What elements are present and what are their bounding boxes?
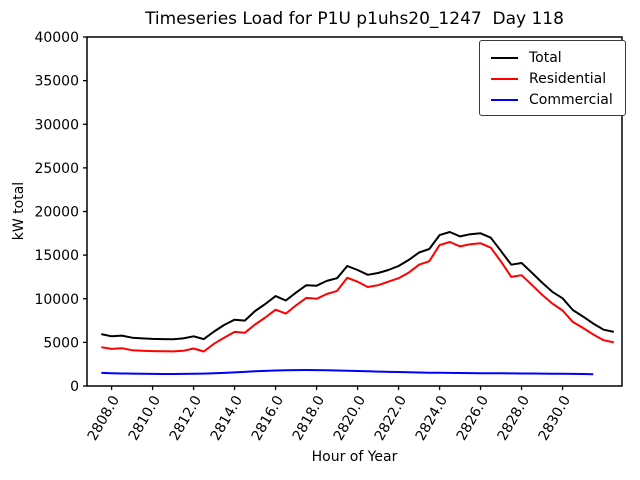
residential-line-swatch bbox=[491, 77, 518, 80]
legend: Total Residential Commercial bbox=[479, 40, 626, 116]
y-tick-label: 15000 bbox=[34, 248, 79, 264]
y-tick-label: 20000 bbox=[34, 205, 79, 221]
x-tick-label: 2820.0 bbox=[331, 393, 369, 443]
x-tick-label: 2810.0 bbox=[126, 393, 164, 443]
x-tick-label: 2808.0 bbox=[85, 393, 123, 443]
legend-item-commercial: Commercial bbox=[480, 89, 625, 110]
y-tick-label: 30000 bbox=[34, 117, 79, 133]
y-tick-label: 5000 bbox=[43, 335, 79, 351]
x-tick-label: 2826.0 bbox=[454, 393, 492, 443]
legend-label-residential: Residential bbox=[529, 70, 607, 87]
legend-item-residential: Residential bbox=[480, 68, 625, 89]
legend-label-commercial: Commercial bbox=[529, 91, 613, 108]
series-line-residential bbox=[101, 241, 615, 353]
x-tick-label: 2812.0 bbox=[167, 393, 205, 443]
x-tick-label: 2830.0 bbox=[536, 393, 574, 443]
y-tick-label: 10000 bbox=[34, 292, 79, 308]
chart-title: Timeseries Load for P1U p1uhs20_1247 Day… bbox=[145, 9, 564, 29]
commercial-line-swatch bbox=[491, 98, 518, 101]
x-tick-label: 2822.0 bbox=[372, 393, 410, 443]
series-line-total bbox=[101, 231, 615, 341]
y-tick-label: 25000 bbox=[34, 161, 79, 177]
series-line-commercial bbox=[101, 369, 594, 376]
y-tick-label: 0 bbox=[70, 379, 79, 395]
x-tick-label: 2824.0 bbox=[413, 393, 451, 443]
legend-item-total: Total bbox=[480, 47, 625, 68]
x-tick-label: 2814.0 bbox=[208, 393, 246, 443]
y-tick-label: 35000 bbox=[34, 74, 79, 90]
x-axis-label: Hour of Year bbox=[311, 449, 398, 465]
x-tick-label: 2818.0 bbox=[290, 393, 328, 443]
total-line-swatch bbox=[491, 56, 518, 59]
legend-label-total: Total bbox=[529, 49, 562, 66]
x-tick-label: 2816.0 bbox=[249, 393, 287, 443]
y-tick-label: 40000 bbox=[34, 30, 79, 46]
x-tick-label: 2828.0 bbox=[495, 393, 533, 443]
